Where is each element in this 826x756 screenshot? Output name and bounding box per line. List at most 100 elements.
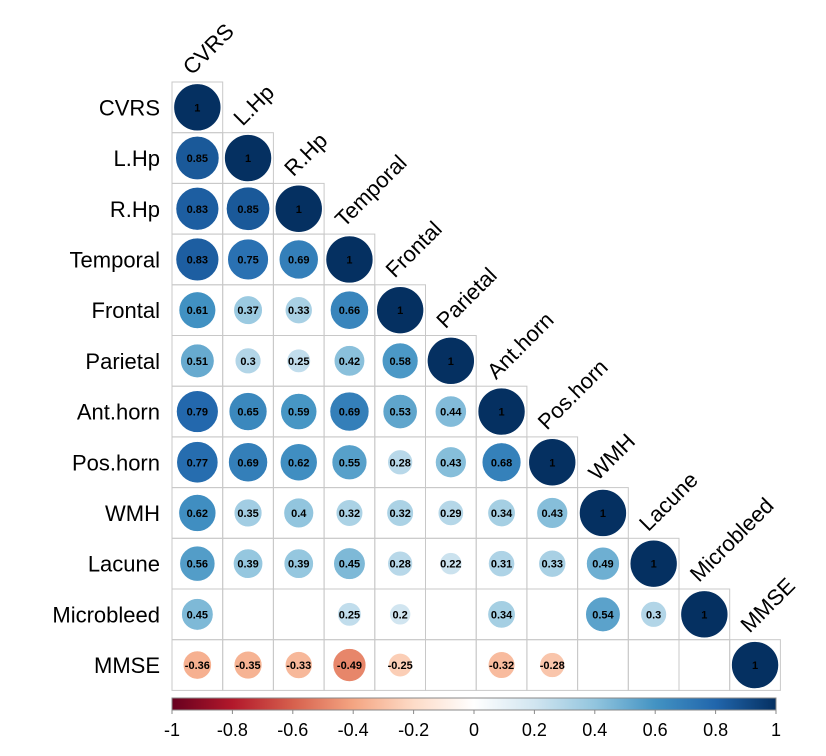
column-label: L.Hp: [229, 80, 280, 131]
correlation-circle: [175, 187, 220, 231]
row-label: Pos.horn: [72, 450, 160, 475]
matrix-cell: [678, 639, 731, 691]
row-label: WMH: [105, 501, 160, 526]
correlation-value: 0.32: [389, 508, 410, 520]
correlation-circle: [234, 347, 262, 375]
correlation-value: 1: [448, 356, 454, 368]
correlation-value: 0.83: [187, 204, 208, 216]
correlation-value: 0.3: [240, 356, 255, 368]
correlation-value: 0.49: [592, 559, 613, 571]
correlation-circle: [182, 650, 212, 680]
correlation-circle: [536, 497, 568, 529]
matrix-cell: [272, 588, 325, 641]
correlation-circle: [427, 337, 475, 385]
correlation-circle: [387, 449, 413, 475]
correlation-value: 0.53: [389, 407, 410, 419]
correlation-value: 0.28: [389, 559, 410, 571]
column-label: Pos.horn: [533, 354, 613, 434]
correlation-circle: [283, 548, 314, 579]
correlation-circle: [175, 136, 220, 181]
correlation-circle: [176, 390, 219, 433]
correlation-value: 0.58: [389, 356, 410, 368]
correlation-value: 0.29: [440, 508, 461, 520]
correlation-value: 0.59: [288, 407, 309, 419]
correlation-value: 0.85: [237, 204, 258, 216]
correlation-value: 0.55: [339, 457, 360, 469]
correlation-circle: [388, 652, 413, 678]
correlation-value: 0.85: [187, 153, 208, 165]
matrix-cell: [222, 588, 274, 641]
correlation-circle: [435, 446, 467, 478]
column-label: Microbleed: [685, 493, 779, 587]
correlation-value: -0.35: [236, 660, 261, 672]
correlation-circle: [280, 393, 318, 430]
correlation-circle: [528, 438, 577, 487]
correlation-circle: [487, 651, 516, 679]
correlation-value: -0.49: [337, 660, 362, 672]
correlation-circle: [585, 596, 621, 632]
correlation-value: 1: [651, 559, 657, 571]
correlation-value: -0.28: [540, 660, 565, 672]
correlation-circle: [335, 499, 364, 527]
correlation-circle: [233, 650, 263, 680]
row-label: Ant.horn: [77, 400, 160, 425]
correlation-circle: [337, 602, 362, 627]
correlation-value: -0.32: [489, 660, 514, 672]
correlation-value: 0.43: [440, 457, 461, 469]
correlation-circle: [179, 545, 216, 582]
correlation-circle: [332, 648, 367, 682]
correlation-value: 0.45: [339, 559, 360, 571]
colorbar-ticks: -1 -0.8 -0.6 -0.4 -0.2 0 0.2 0.4 0.6 0.8 1: [164, 710, 781, 740]
matrix-cell: [627, 639, 680, 691]
correlation-circle: [226, 186, 271, 231]
column-label: Frontal: [381, 216, 447, 282]
correlation-value: 0.69: [339, 407, 360, 419]
correlation-circle: [176, 441, 219, 484]
row-label: Lacune: [88, 552, 160, 577]
correlation-circle: [586, 546, 620, 581]
correlation-value: 0.69: [237, 457, 258, 469]
correlation-circle: [329, 391, 370, 432]
correlation-value: 1: [549, 457, 555, 469]
grid-layer: [171, 81, 781, 691]
row-labels: CVRS L.Hp R.Hp Temporal Frontal Parietal Ant.h…: [52, 95, 160, 678]
correlation-circle: [173, 83, 222, 132]
correlation-circle: [640, 601, 667, 628]
correlation-circle: [286, 348, 311, 373]
correlation-value: 1: [296, 204, 302, 216]
colorbar-tick-label: -0.4: [338, 720, 369, 740]
correlation-circle: [487, 600, 516, 629]
correlation-circle: [233, 548, 264, 579]
matrix-cell: [425, 639, 477, 691]
column-label: Temporal: [330, 150, 412, 232]
correlation-value: -0.25: [388, 660, 413, 672]
correlation-value: 0.65: [237, 407, 258, 419]
correlation-value: 0.79: [187, 407, 208, 419]
correlation-circle: [731, 641, 779, 689]
correlation-circle: [325, 235, 374, 284]
correlation-value: 0.75: [237, 254, 258, 266]
correlation-value: 0.4: [291, 508, 307, 520]
correlation-value: 1: [397, 305, 403, 317]
correlation-value: 0.34: [491, 508, 513, 520]
correlation-circle: [284, 651, 313, 679]
correlation-circle: [283, 497, 314, 529]
column-label: MMSE: [736, 573, 800, 637]
correlation-value: 0.54: [592, 609, 614, 621]
row-label: L.Hp: [114, 146, 160, 171]
correlation-value: 0.34: [491, 609, 513, 621]
correlation-circle: [274, 184, 323, 233]
matrix-cell: [729, 639, 781, 691]
correlation-circle: [538, 549, 567, 578]
colorbar-tick-label: -0.2: [398, 720, 429, 740]
correlation-value: 0.33: [288, 305, 309, 317]
correlation-circle: [278, 239, 319, 280]
correlation-circle: [331, 444, 368, 480]
correlation-value: 1: [701, 609, 707, 621]
matrix-cell: [425, 588, 477, 641]
correlation-circle: [579, 489, 627, 537]
colorbar-tick-label: 0.4: [582, 720, 607, 740]
correlation-value: -0.33: [286, 660, 311, 672]
correlation-value: 0.68: [491, 457, 512, 469]
correlation-value: 0.66: [339, 305, 360, 317]
